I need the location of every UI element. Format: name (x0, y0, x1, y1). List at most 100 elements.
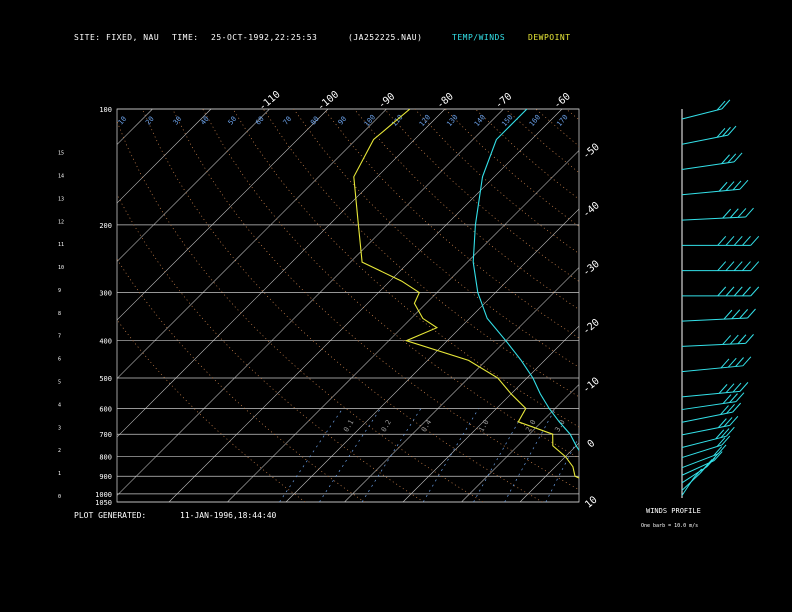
wind-barb-flag (742, 286, 751, 297)
pressure-tick-label: 1000 (95, 491, 112, 499)
theta-label: 90 (337, 115, 349, 127)
wind-barb-flag (739, 382, 749, 392)
theta-label: 20 (144, 115, 156, 127)
wind-barb-flag (717, 418, 727, 428)
wind-barb (681, 365, 743, 373)
plot-generated-label: PLOT GENERATED: (74, 511, 147, 520)
wind-barb-flag (713, 451, 723, 461)
wind-barb-flag (732, 180, 742, 191)
isotherm-tick-label: -30 (581, 259, 602, 279)
theta-label: 30 (172, 115, 184, 127)
isotherm-tick-label: 10 (583, 494, 599, 510)
wind-barb (681, 216, 746, 221)
theta-label: 170 (555, 113, 569, 128)
height-tick-label: 7 (58, 334, 61, 340)
isotherm-tick-label: -10 (581, 376, 602, 396)
height-tick-label: 4 (58, 402, 61, 408)
mixing-ratio-group (279, 408, 632, 503)
wind-barb-flag (727, 357, 737, 368)
height-tick-label: 15 (58, 151, 64, 157)
isotherm-line (117, 109, 504, 496)
mixing-ratio-line (545, 436, 579, 502)
temperature-trace (472, 109, 579, 452)
dry-adiabat-line (778, 109, 792, 502)
isotherm-line (117, 109, 270, 262)
dry-adiabat-line (414, 109, 579, 255)
wind-barb-flag (718, 181, 728, 192)
height-tick-label: 3 (58, 425, 61, 431)
isotherm-tick-label: -70 (493, 91, 514, 111)
theta-label: 10 (117, 115, 129, 127)
site-label: SITE: (74, 33, 101, 42)
isotherm-line (227, 150, 579, 502)
pressure-tick-label: 600 (99, 405, 112, 413)
wind-barb-flag (750, 236, 760, 246)
wind-barb-flag (735, 392, 745, 403)
isotherm-line (117, 109, 329, 321)
isotherm-group (117, 109, 792, 502)
isotherm-line (117, 109, 446, 438)
wind-barb (681, 188, 741, 196)
height-tick-label: 5 (58, 380, 61, 386)
mixing-ratio-label: 1.0 (477, 418, 490, 433)
dry-adiabat-line (444, 109, 579, 227)
dry-adiabat-line (117, 120, 484, 502)
wind-barb-flag (716, 127, 726, 138)
dry-adiabat-group (117, 109, 792, 502)
wind-barb (681, 161, 735, 171)
wind-barb-flag (729, 208, 739, 219)
isotherm-tick-label: -90 (376, 91, 397, 111)
mixing-ratio-label: 3.0 (553, 418, 566, 433)
wind-barb-flag (732, 382, 742, 393)
wind-barb-flag (725, 286, 735, 297)
wind-barb-flag (733, 152, 743, 163)
dry-adiabat-line (232, 109, 579, 428)
wind-barb-flag (720, 358, 730, 369)
wind-barb-flag (725, 181, 735, 191)
dry-adiabat-line (353, 109, 579, 310)
pressure-tick-label: 500 (99, 375, 112, 383)
wind-barb-flag (721, 154, 730, 165)
height-tick-label: 6 (58, 357, 61, 363)
height-tick-label: 11 (58, 242, 64, 248)
pressure-tick-label: 900 (99, 473, 112, 481)
height-tick-label: 12 (58, 219, 64, 225)
wind-barb-flag (720, 405, 729, 415)
wind-barb-flag (717, 444, 727, 455)
isotherm-line (168, 109, 563, 502)
wind-barb (681, 460, 715, 476)
wind-barb (681, 317, 748, 322)
height-tick-label: 8 (58, 311, 61, 317)
mixing-ratio-line (319, 408, 381, 502)
wind-barb (681, 108, 723, 120)
isotherm-tick-label: -20 (581, 317, 602, 337)
wind-barb-flag (742, 261, 751, 271)
wind-barb (681, 401, 737, 411)
mixing-ratio-line (586, 409, 632, 503)
height-tick-label: 2 (58, 448, 61, 454)
isotherm-line (117, 109, 387, 379)
pressure-tick-label: 400 (99, 338, 112, 346)
wind-barb-flag (703, 459, 713, 469)
isotherm-line (117, 109, 212, 204)
isotherm-line (461, 384, 579, 502)
time-value: 25-OCT-1992,22:25:53 (211, 33, 318, 42)
dry-adiabat-line (323, 109, 579, 339)
isotherm-tick-label: -60 (552, 91, 573, 111)
height-tick-label: 10 (58, 265, 64, 271)
wind-barb-flag (716, 100, 726, 111)
wind-barb-flag (722, 126, 731, 137)
isotherm-tick-label: -100 (316, 89, 342, 113)
wind-barb-flag (745, 207, 754, 218)
theta-label: 140 (473, 113, 487, 128)
isotherm-line (637, 109, 792, 502)
height-tick-label: 1 (58, 471, 61, 477)
isotherm-tick-label: -50 (581, 142, 602, 162)
mixing-ratio-line (279, 408, 343, 502)
wind-barb-flag (733, 286, 743, 297)
wind-barb-flag (742, 356, 752, 367)
isotherm-line (578, 501, 579, 502)
wind-barb-flag (725, 426, 735, 437)
file-id: (JA252225.NAU) (348, 33, 423, 42)
